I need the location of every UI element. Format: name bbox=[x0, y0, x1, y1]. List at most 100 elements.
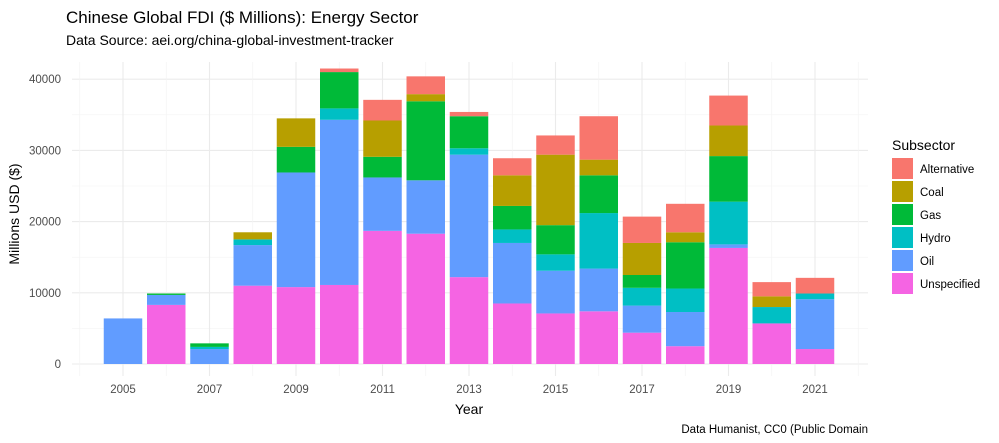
bar-hydro-2007 bbox=[190, 346, 229, 350]
chart-bars bbox=[103, 68, 835, 364]
legend-key-unspecified bbox=[892, 273, 913, 294]
bar-gas-2015 bbox=[536, 225, 575, 255]
bar-hydro-2020 bbox=[752, 307, 791, 324]
bar-unspecified-2018 bbox=[666, 346, 705, 364]
chart-title: Chinese Global FDI ($ Millions): Energy … bbox=[66, 8, 419, 27]
chart-caption: Data Humanist, CC0 (Public Domain bbox=[681, 424, 868, 436]
bar-oil-2010 bbox=[320, 119, 359, 285]
bar-unspecified-2008 bbox=[233, 285, 272, 364]
legend-key-hydro bbox=[892, 227, 913, 248]
bar-alternative-2013 bbox=[449, 111, 489, 117]
bar-gas-2018 bbox=[666, 242, 705, 289]
x-tick-label: 2017 bbox=[629, 384, 655, 396]
bar-gas-2014 bbox=[493, 205, 532, 230]
bar-hydro-2017 bbox=[622, 287, 662, 306]
bar-coal-2011 bbox=[363, 120, 402, 157]
legend-label-unspecified: Unspecified bbox=[920, 279, 980, 291]
legend-label-coal: Coal bbox=[920, 187, 944, 199]
x-tick-label: 2015 bbox=[543, 384, 569, 396]
bar-oil-2014 bbox=[493, 242, 532, 304]
bar-gas-2009 bbox=[276, 146, 316, 173]
bar-coal-2018 bbox=[666, 232, 705, 243]
y-tick-labels: 0 10000 20000 30000 40000 bbox=[29, 74, 61, 371]
bar-unspecified-2009 bbox=[276, 287, 316, 364]
legend: Subsector Alternative Coal Gas Hydro Oil Unsp… bbox=[892, 137, 980, 294]
x-tick-label: 2011 bbox=[370, 384, 395, 396]
bar-coal-2015 bbox=[536, 154, 575, 226]
bar-gas-2016 bbox=[579, 175, 618, 214]
y-tick-label: 20000 bbox=[29, 217, 61, 229]
y-tick-label: 40000 bbox=[29, 74, 61, 86]
bar-oil-2017 bbox=[622, 305, 662, 333]
bar-oil-2006 bbox=[147, 294, 186, 305]
y-tick-label: 0 bbox=[55, 359, 61, 371]
x-tick-label: 2007 bbox=[197, 384, 223, 396]
bar-coal-2017 bbox=[622, 242, 662, 275]
bar-gas-2019 bbox=[709, 156, 748, 202]
bar-oil-2007 bbox=[190, 349, 229, 364]
x-tick-labels: 2005 2007 2009 2011 2013 2015 2017 2019 2021 bbox=[110, 384, 828, 396]
bar-alternative-2016 bbox=[579, 116, 618, 160]
bar-alternative-2015 bbox=[536, 135, 575, 155]
bar-alternative-2021 bbox=[795, 277, 835, 294]
bar-unspecified-2020 bbox=[752, 323, 791, 364]
bar-unspecified-2006 bbox=[147, 304, 186, 364]
bar-oil-2021 bbox=[795, 299, 835, 350]
bar-coal-2020 bbox=[752, 296, 791, 308]
bar-hydro-2010 bbox=[320, 108, 359, 120]
legend-label-oil: Oil bbox=[920, 256, 934, 268]
bar-alternative-2010 bbox=[320, 68, 359, 73]
bar-coal-2016 bbox=[579, 159, 618, 176]
bar-hydro-2015 bbox=[536, 254, 575, 271]
x-tick-label: 2005 bbox=[110, 384, 136, 396]
bar-oil-2005 bbox=[103, 318, 143, 364]
bar-alternative-2020 bbox=[752, 282, 791, 297]
legend-label-alternative: Alternative bbox=[920, 164, 974, 176]
legend-label-hydro: Hydro bbox=[920, 233, 951, 245]
y-tick-label: 30000 bbox=[29, 145, 61, 157]
bar-hydro-2014 bbox=[493, 229, 532, 243]
bar-hydro-2008 bbox=[233, 239, 272, 246]
bar-hydro-2021 bbox=[795, 293, 835, 300]
legend-key-gas bbox=[892, 204, 913, 225]
bar-alternative-2018 bbox=[666, 203, 705, 233]
y-axis-title: Millions USD ($) bbox=[6, 163, 22, 264]
bar-unspecified-2015 bbox=[536, 313, 575, 364]
legend-title: Subsector bbox=[892, 137, 955, 153]
bar-coal-2008 bbox=[233, 232, 272, 240]
x-tick-label: 2009 bbox=[283, 384, 309, 396]
bar-gas-2011 bbox=[363, 156, 402, 178]
bar-gas-2013 bbox=[449, 116, 489, 149]
bar-alternative-2017 bbox=[622, 216, 662, 243]
bar-alternative-2011 bbox=[363, 99, 402, 121]
x-axis-title: Year bbox=[455, 401, 484, 417]
bar-unspecified-2013 bbox=[449, 277, 489, 364]
bar-unspecified-2010 bbox=[320, 284, 359, 364]
bar-unspecified-2016 bbox=[579, 311, 618, 364]
bar-coal-2014 bbox=[493, 175, 532, 206]
y-tick-label: 10000 bbox=[29, 288, 61, 300]
legend-key-coal bbox=[892, 181, 913, 202]
bar-gas-2017 bbox=[622, 275, 662, 288]
bar-oil-2009 bbox=[276, 172, 316, 288]
legend-key-alternative bbox=[892, 158, 913, 179]
bar-hydro-2013 bbox=[449, 148, 489, 155]
bar-unspecified-2012 bbox=[406, 233, 445, 364]
bar-oil-2019 bbox=[709, 244, 748, 248]
bar-oil-2013 bbox=[449, 154, 489, 278]
legend-key-oil bbox=[892, 250, 913, 271]
bar-oil-2008 bbox=[233, 245, 272, 286]
bar-gas-2006 bbox=[147, 293, 186, 295]
bar-alternative-2019 bbox=[709, 95, 748, 126]
bar-coal-2012 bbox=[406, 94, 445, 102]
x-tick-label: 2013 bbox=[456, 384, 482, 396]
bar-oil-2011 bbox=[363, 177, 402, 231]
bar-coal-2009 bbox=[276, 118, 316, 147]
x-tick-label: 2019 bbox=[716, 384, 742, 396]
bar-oil-2015 bbox=[536, 270, 575, 314]
bar-hydro-2016 bbox=[579, 213, 618, 269]
bar-coal-2019 bbox=[709, 125, 748, 157]
bar-gas-2010 bbox=[320, 72, 359, 109]
bar-gas-2012 bbox=[406, 101, 445, 181]
bar-unspecified-2011 bbox=[363, 230, 402, 364]
